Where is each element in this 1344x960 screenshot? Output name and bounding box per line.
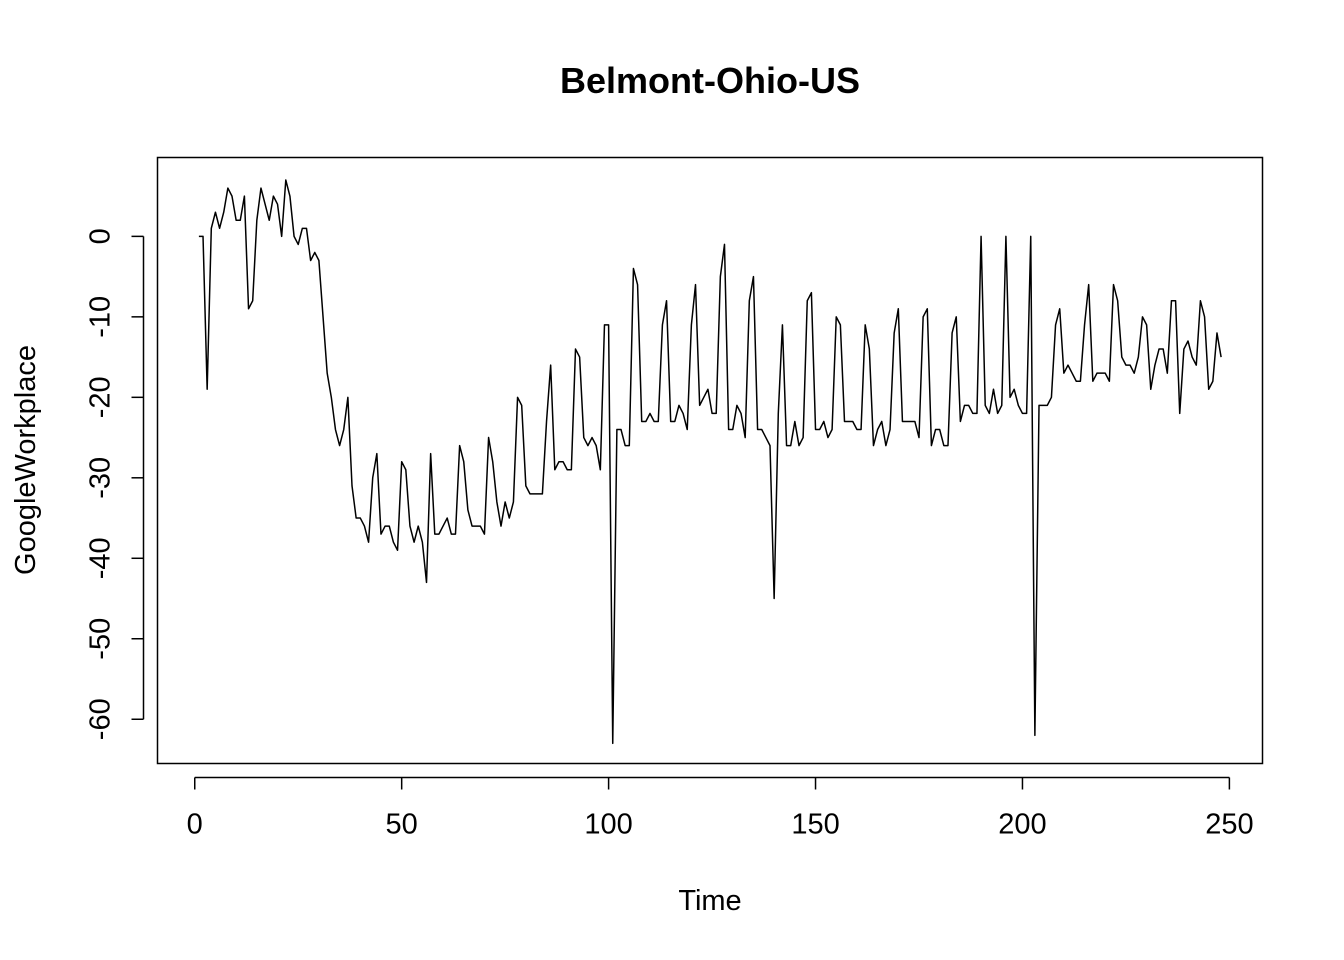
x-tick-label: 150: [791, 809, 839, 841]
plot-area: [198, 179, 1222, 745]
y-tick-label: -60: [85, 698, 117, 740]
x-tick-label: 50: [386, 809, 418, 841]
y-tick-label: 0: [85, 228, 117, 244]
y-axis-label: GoogleWorkplace: [10, 345, 42, 575]
y-tick-label: -50: [85, 618, 117, 660]
x-tick-label: 100: [584, 809, 632, 841]
y-tick-label: -30: [85, 457, 117, 499]
x-tick-label: 0: [187, 809, 203, 841]
y-axis: 0 -10 -20 -30 -40 -50 -60: [85, 228, 145, 740]
x-tick-label: 250: [1205, 809, 1253, 841]
y-tick-label: -20: [85, 376, 117, 418]
chart-title: Belmont-Ohio-US: [560, 60, 860, 101]
x-axis: 0 50 100 150 200 250: [187, 776, 1254, 841]
plot-frame: [156, 156, 1264, 765]
y-tick-label: -40: [85, 537, 117, 579]
x-axis-label: Time: [678, 885, 741, 917]
series-line-1: [198, 179, 1222, 745]
x-tick-label: 200: [998, 809, 1046, 841]
y-tick-label: -10: [85, 296, 117, 338]
